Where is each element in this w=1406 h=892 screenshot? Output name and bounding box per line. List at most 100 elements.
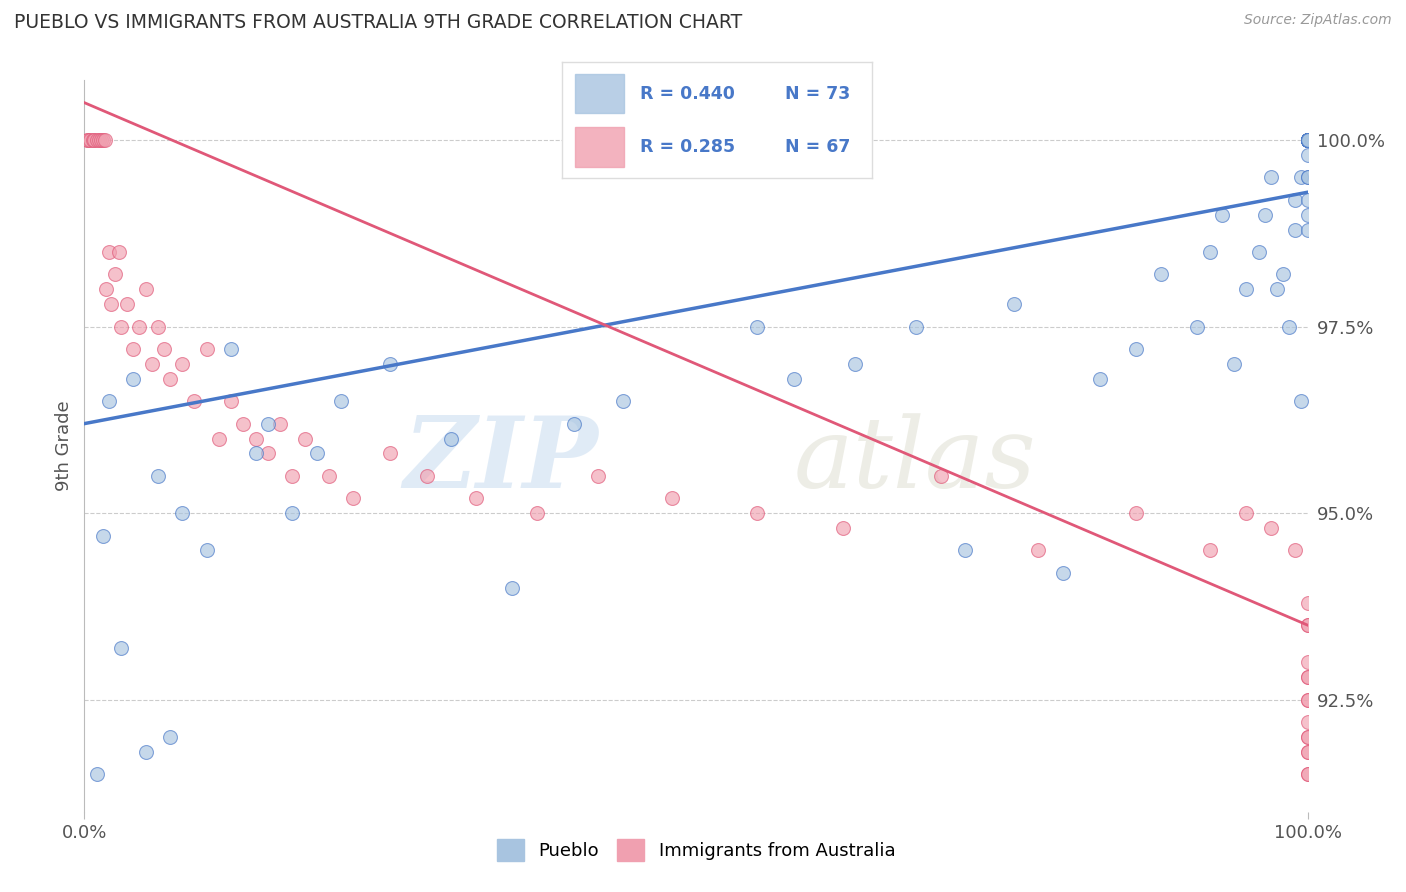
Point: [1296, 767, 1319, 781]
Point: [586, 468, 609, 483]
Point: [661, 491, 683, 506]
Point: [1284, 543, 1306, 558]
Point: [1296, 656, 1319, 670]
Point: [219, 342, 242, 356]
Point: [159, 730, 181, 744]
Point: [1291, 394, 1313, 409]
Point: [141, 357, 163, 371]
Point: [122, 372, 145, 386]
Point: [1296, 133, 1319, 147]
Point: [153, 342, 176, 356]
Point: [183, 394, 205, 409]
Bar: [575, 74, 624, 113]
Point: [1296, 133, 1319, 147]
Point: [219, 394, 242, 409]
Point: [1296, 133, 1319, 147]
Text: N = 73: N = 73: [785, 85, 851, 103]
Point: [1296, 208, 1319, 222]
Text: Source: ZipAtlas.com: Source: ZipAtlas.com: [1244, 13, 1392, 28]
Point: [82, 133, 104, 147]
Point: [100, 297, 122, 311]
Point: [1296, 670, 1319, 684]
Point: [1296, 133, 1319, 147]
Point: [172, 506, 194, 520]
Point: [501, 581, 523, 595]
Point: [1296, 133, 1319, 147]
Point: [281, 468, 304, 483]
Point: [1296, 133, 1319, 147]
Point: [1296, 596, 1319, 610]
Point: [1296, 148, 1319, 162]
Text: R = 0.285: R = 0.285: [640, 138, 735, 156]
Point: [76, 133, 98, 147]
Point: [1296, 170, 1319, 185]
Point: [1260, 170, 1282, 185]
Point: [905, 319, 928, 334]
Point: [1125, 506, 1147, 520]
Point: [135, 282, 157, 296]
Point: [1088, 372, 1111, 386]
Point: [747, 506, 769, 520]
Point: [245, 432, 267, 446]
Point: [1284, 222, 1306, 236]
Text: PUEBLO VS IMMIGRANTS FROM AUSTRALIA 9TH GRADE CORRELATION CHART: PUEBLO VS IMMIGRANTS FROM AUSTRALIA 9TH …: [14, 13, 742, 32]
Point: [1247, 244, 1270, 259]
Point: [1296, 222, 1319, 236]
Point: [380, 357, 402, 371]
Point: [245, 446, 267, 460]
Text: R = 0.440: R = 0.440: [640, 85, 734, 103]
Point: [135, 745, 157, 759]
Point: [77, 133, 100, 147]
Point: [159, 372, 181, 386]
Point: [1296, 133, 1319, 147]
Point: [1296, 133, 1319, 147]
Point: [1296, 133, 1319, 147]
Point: [1296, 133, 1319, 147]
Point: [380, 446, 402, 460]
Point: [1296, 133, 1319, 147]
Legend: Pueblo, Immigrants from Australia: Pueblo, Immigrants from Australia: [489, 832, 903, 869]
Point: [844, 357, 866, 371]
Point: [1296, 133, 1319, 147]
Point: [104, 268, 127, 282]
Point: [110, 640, 132, 655]
Point: [1234, 282, 1257, 296]
Point: [281, 506, 304, 520]
Point: [96, 282, 118, 296]
Point: [87, 133, 110, 147]
Text: N = 67: N = 67: [785, 138, 851, 156]
Point: [1187, 319, 1209, 334]
Point: [294, 432, 316, 446]
Point: [195, 543, 218, 558]
Point: [146, 319, 169, 334]
Point: [464, 491, 486, 506]
Point: [195, 342, 218, 356]
Point: [953, 543, 976, 558]
Point: [86, 133, 108, 147]
Point: [1296, 133, 1319, 147]
Point: [1296, 133, 1319, 147]
Point: [269, 417, 291, 431]
Point: [1198, 244, 1220, 259]
Point: [330, 394, 353, 409]
Point: [1234, 506, 1257, 520]
Point: [1296, 692, 1319, 706]
Point: [562, 417, 585, 431]
Point: [1296, 715, 1319, 730]
Point: [122, 342, 145, 356]
Point: [831, 521, 853, 535]
Point: [1211, 208, 1233, 222]
Point: [1028, 543, 1050, 558]
Y-axis label: 9th Grade: 9th Grade: [55, 401, 73, 491]
Point: [1296, 133, 1319, 147]
Point: [86, 767, 108, 781]
Point: [97, 394, 120, 409]
Point: [747, 319, 769, 334]
Point: [1296, 133, 1319, 147]
Point: [1265, 282, 1288, 296]
Point: [1296, 193, 1319, 207]
Point: [128, 319, 150, 334]
Point: [90, 133, 112, 147]
Point: [1296, 133, 1319, 147]
Point: [1296, 745, 1319, 759]
